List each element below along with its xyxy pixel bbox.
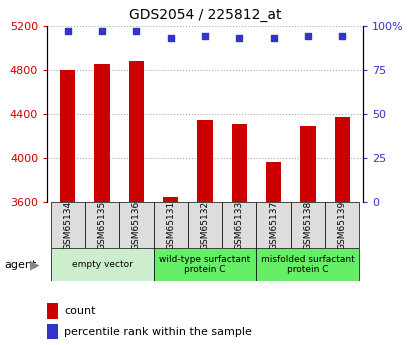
Text: GSM65134: GSM65134 — [63, 200, 72, 250]
Bar — [256, 202, 290, 248]
Point — [338, 34, 345, 39]
Bar — [231, 124, 247, 202]
Point — [304, 34, 310, 39]
Bar — [153, 202, 187, 248]
Bar — [94, 65, 110, 202]
Bar — [119, 202, 153, 248]
Point — [270, 36, 276, 41]
Text: agent: agent — [4, 260, 36, 270]
Point — [167, 36, 173, 41]
Bar — [187, 202, 222, 248]
Bar — [50, 248, 153, 281]
Text: GSM65138: GSM65138 — [303, 200, 312, 250]
Text: GSM65135: GSM65135 — [97, 200, 106, 250]
Text: GSM65137: GSM65137 — [268, 200, 277, 250]
Bar — [162, 197, 178, 202]
Point — [236, 36, 242, 41]
Bar — [197, 120, 212, 202]
Bar — [290, 202, 324, 248]
Bar — [299, 126, 315, 202]
Bar — [265, 162, 281, 202]
Bar — [47, 324, 57, 339]
Text: misfolded surfactant
protein C: misfolded surfactant protein C — [261, 255, 354, 275]
Text: count: count — [64, 306, 95, 316]
Text: empty vector: empty vector — [72, 260, 132, 269]
Text: wild-type surfactant
protein C: wild-type surfactant protein C — [159, 255, 250, 275]
Bar — [256, 248, 359, 281]
Bar — [222, 202, 256, 248]
Text: GSM65131: GSM65131 — [166, 200, 175, 250]
Bar — [47, 303, 57, 319]
Title: GDS2054 / 225812_at: GDS2054 / 225812_at — [128, 8, 281, 22]
Text: ▶: ▶ — [30, 258, 39, 271]
Bar — [60, 70, 75, 202]
Point — [133, 28, 139, 34]
Bar — [153, 248, 256, 281]
Point — [64, 28, 71, 34]
Bar — [324, 202, 359, 248]
Bar — [50, 202, 85, 248]
Text: GSM65139: GSM65139 — [337, 200, 346, 250]
Point — [201, 34, 208, 39]
Text: percentile rank within the sample: percentile rank within the sample — [64, 327, 251, 337]
Point — [99, 28, 105, 34]
Text: GSM65133: GSM65133 — [234, 200, 243, 250]
Bar — [128, 61, 144, 202]
Text: GSM65136: GSM65136 — [132, 200, 141, 250]
Bar — [334, 117, 349, 202]
Text: GSM65132: GSM65132 — [200, 200, 209, 250]
Bar — [85, 202, 119, 248]
